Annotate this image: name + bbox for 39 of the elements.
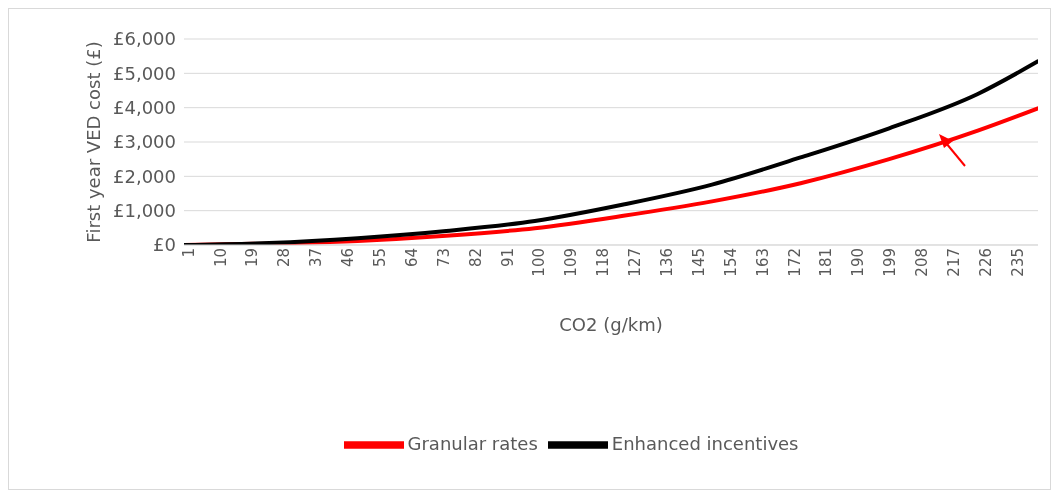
y-tick-label: £5,000: [113, 62, 176, 84]
x-tick-label: 10: [211, 248, 230, 268]
x-tick-label: 91: [498, 248, 517, 268]
x-tick-label: 73: [434, 248, 453, 268]
x-tick-label: 64: [402, 248, 421, 268]
x-tick-label: 19: [243, 248, 262, 268]
x-tick-label: 181: [817, 248, 836, 277]
x-tick-label: 46: [339, 248, 358, 268]
x-tick-label: 127: [626, 248, 645, 277]
x-tick-label: 82: [466, 248, 485, 268]
line-series: [184, 59, 1038, 245]
x-tick-label: 190: [849, 248, 868, 277]
x-tick-label: 154: [721, 248, 740, 277]
x-tick-label: 208: [913, 248, 932, 277]
x-tick-label: 136: [658, 248, 677, 277]
x-tick-label: 217: [945, 248, 964, 277]
y-tick-label: £0: [153, 234, 176, 256]
x-tick-label: 37: [307, 248, 326, 268]
x-tick-label: 199: [881, 248, 900, 277]
x-tick-label: 100: [530, 248, 549, 277]
y-tick-label: £3,000: [113, 131, 176, 153]
y-tick-label: £2,000: [113, 165, 176, 187]
x-tick-label: 172: [785, 248, 804, 277]
x-tick-label: 55: [371, 248, 389, 268]
x-tick-label: 163: [753, 248, 772, 277]
x-axis-title: CO2 (g/km): [559, 314, 663, 335]
x-tick-label: 1: [179, 248, 198, 258]
y-tick-label: £1,000: [113, 200, 176, 222]
x-tick-label: 145: [689, 248, 708, 277]
x-tick-label: 226: [976, 248, 995, 277]
legend-label: Granular rates: [407, 433, 538, 454]
y-tick-label: £6,000: [113, 28, 176, 50]
y-axis-title: First year VED cost (£): [83, 41, 105, 243]
legend-label: Enhanced incentives: [611, 433, 799, 454]
x-tick-label: 118: [594, 248, 613, 277]
y-tick-label: £4,000: [113, 97, 176, 119]
x-tick-label: 28: [275, 248, 294, 268]
x-tick-label: 235: [1008, 248, 1027, 277]
x-tick-label: 109: [562, 248, 581, 277]
